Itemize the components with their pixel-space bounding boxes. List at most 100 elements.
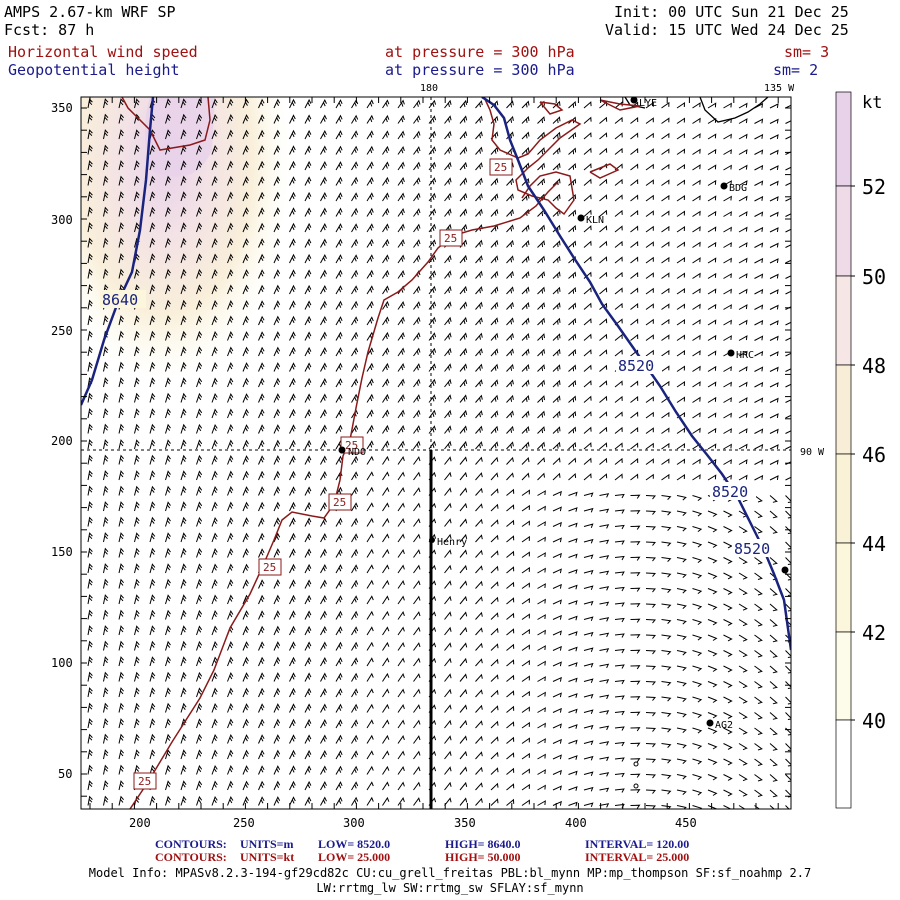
wind-barb bbox=[196, 532, 203, 543]
wind-barb bbox=[599, 411, 608, 419]
wind-barb bbox=[676, 179, 686, 186]
wind-barb bbox=[769, 727, 778, 736]
wind-barb bbox=[599, 586, 610, 591]
wind-barb bbox=[320, 532, 327, 543]
wind-barb bbox=[242, 548, 249, 558]
wind-barb bbox=[227, 408, 234, 419]
wind-barb bbox=[180, 222, 187, 233]
wind-barb bbox=[87, 764, 93, 775]
wind-barb bbox=[382, 688, 390, 698]
wind-barb bbox=[785, 399, 791, 403]
wind-barb bbox=[258, 501, 265, 512]
wind-barb bbox=[165, 315, 171, 326]
wind-barb bbox=[537, 224, 545, 233]
wind-barb bbox=[165, 377, 171, 388]
wind-barb bbox=[289, 548, 296, 558]
wind-barb bbox=[676, 443, 686, 450]
wind-barb bbox=[506, 659, 515, 667]
wind-barb bbox=[428, 192, 437, 202]
wind-barb bbox=[676, 133, 686, 140]
wind-barb bbox=[769, 603, 778, 612]
wind-barb bbox=[258, 625, 265, 636]
wind-barb bbox=[676, 241, 686, 248]
station-ndo: NDO bbox=[348, 447, 366, 458]
wind-barb bbox=[165, 392, 171, 403]
wind-barb bbox=[521, 504, 530, 512]
wind-barb bbox=[459, 192, 468, 202]
x-tick-450: 450 bbox=[675, 816, 697, 830]
wind-barb bbox=[537, 536, 546, 543]
wind-barb bbox=[506, 348, 514, 357]
wind-barb bbox=[444, 580, 452, 589]
wind-barb bbox=[304, 377, 312, 388]
wind-barb bbox=[630, 556, 641, 561]
wind-barb bbox=[211, 424, 218, 434]
wind-barb bbox=[785, 774, 791, 782]
wind-barb bbox=[335, 610, 343, 620]
wind-barb bbox=[521, 644, 530, 651]
wind-barb bbox=[614, 256, 623, 264]
wind-barb bbox=[397, 176, 405, 186]
wind-barb bbox=[754, 805, 761, 809]
wind-barb bbox=[583, 678, 594, 683]
wind-barb bbox=[490, 286, 499, 295]
wind-barb bbox=[273, 765, 281, 775]
wind-barb bbox=[785, 712, 791, 720]
wind-barb bbox=[521, 425, 530, 434]
wind-barb bbox=[258, 749, 265, 760]
wind-barb bbox=[707, 334, 717, 341]
wind-barb bbox=[180, 501, 187, 512]
wind-barb bbox=[692, 474, 701, 481]
wind-barb bbox=[707, 712, 718, 719]
wind-barb bbox=[351, 238, 359, 248]
wind-barb bbox=[475, 580, 483, 589]
svg-text:25: 25 bbox=[494, 161, 507, 174]
wind-barb bbox=[134, 346, 140, 357]
wind-barb bbox=[475, 379, 483, 388]
wind-barb bbox=[676, 288, 686, 295]
wind-barb bbox=[227, 144, 234, 155]
wind-barb bbox=[397, 130, 405, 140]
wind-barb bbox=[103, 160, 109, 171]
wind-barb bbox=[490, 410, 499, 419]
wind-barb bbox=[444, 161, 452, 171]
wind-barb bbox=[630, 587, 641, 592]
wind-barb bbox=[413, 595, 421, 605]
wind-barb bbox=[413, 285, 421, 295]
wind-barb bbox=[413, 332, 421, 341]
wind-barb bbox=[552, 240, 561, 248]
wind-barb bbox=[552, 723, 562, 729]
wind-barb bbox=[661, 272, 670, 279]
wind-barb bbox=[723, 428, 732, 434]
wind-barb bbox=[366, 517, 374, 527]
wind-barb bbox=[413, 456, 421, 465]
wind-barb bbox=[490, 363, 499, 372]
wind-barb bbox=[769, 351, 779, 357]
wind-barb bbox=[738, 257, 748, 264]
wind-barb bbox=[196, 671, 203, 682]
wind-barb bbox=[475, 177, 483, 186]
wind-barb bbox=[707, 510, 718, 517]
wind-barb bbox=[552, 286, 561, 295]
wind-barb bbox=[692, 805, 703, 809]
wind-barb bbox=[568, 786, 578, 791]
wind-barb bbox=[366, 765, 374, 775]
wind-barb bbox=[382, 564, 390, 574]
wind-barb bbox=[397, 378, 405, 388]
wind-barb bbox=[738, 696, 748, 704]
wind-barb bbox=[769, 413, 779, 419]
wind-barb bbox=[692, 257, 701, 264]
wind-barb bbox=[599, 178, 608, 186]
wind-barb bbox=[506, 410, 514, 419]
wind-barb bbox=[211, 486, 218, 496]
wind-barb bbox=[444, 673, 452, 682]
wind-barb bbox=[444, 502, 452, 512]
wind-barb bbox=[382, 393, 390, 403]
wind-barb bbox=[521, 659, 530, 667]
colorbar-band bbox=[835, 364, 852, 455]
station-ag2: AG2 bbox=[715, 720, 733, 731]
wind-barb bbox=[583, 523, 594, 528]
wind-barb bbox=[335, 641, 343, 651]
wind-barb bbox=[149, 346, 156, 357]
wind-barb bbox=[242, 579, 249, 589]
